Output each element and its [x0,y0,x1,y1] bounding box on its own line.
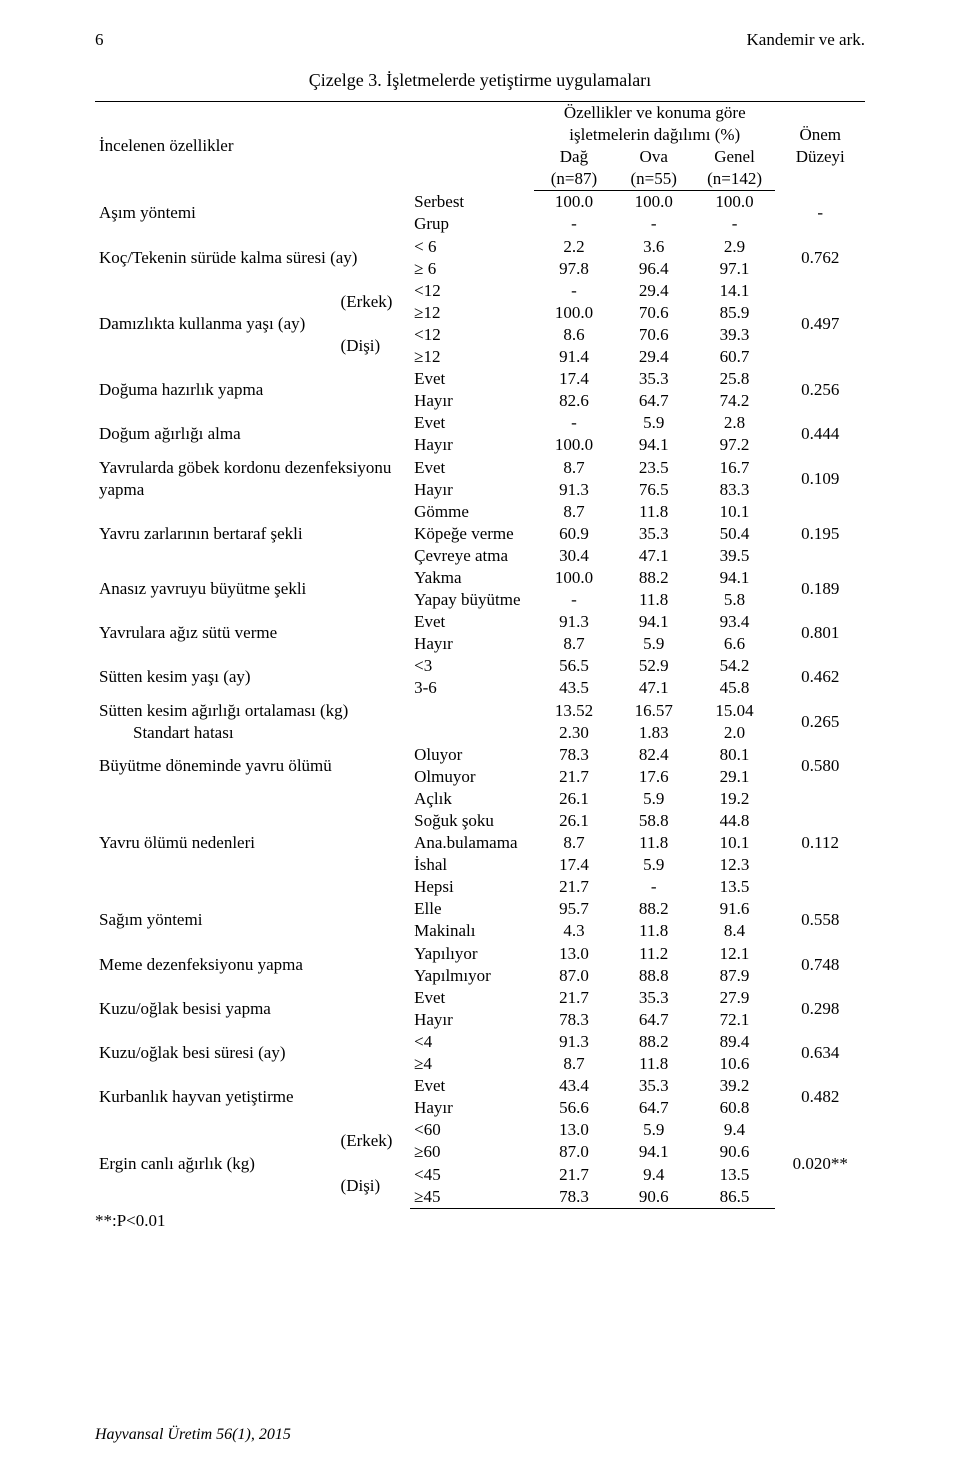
page-number: 6 [95,30,104,50]
footnote: **:P<0.01 [95,1211,865,1231]
table-caption: Çizelge 3. İşletmelerde yetiştirme uygul… [95,70,865,91]
running-title: Kandemir ve ark. [747,30,865,50]
main-table: İncelenen özelliklerÖzellikler ve konuma… [95,101,865,1209]
journal-footer: Hayvansal Üretim 56(1), 2015 [95,1426,291,1444]
